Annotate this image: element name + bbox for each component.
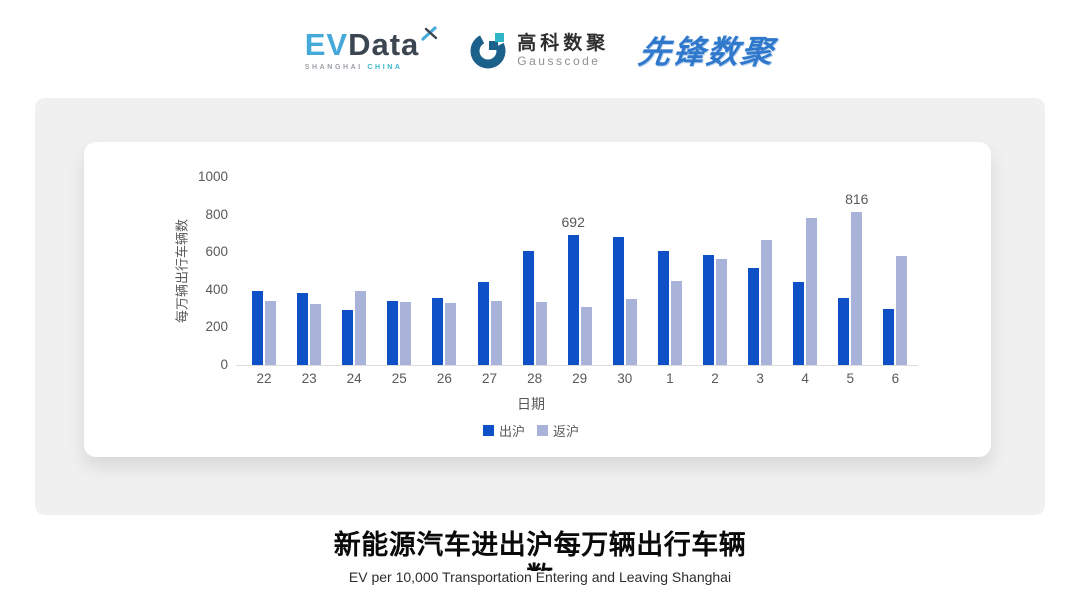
legend-swatch-icon bbox=[537, 425, 548, 436]
gausscode-name-en: Gausscode bbox=[517, 53, 601, 68]
bar-返沪-24 bbox=[355, 290, 367, 365]
chart-panel: 每万辆出行车辆数 0 200 400 600 800 1000 22 23 24 25 26 27 28 2… bbox=[35, 98, 1045, 515]
evdata-ev-text: EV bbox=[304, 27, 349, 62]
x-axis-tick-label: 24 bbox=[346, 371, 362, 386]
evdata-sparkle-icon bbox=[421, 26, 438, 41]
x-axis-tick-label: 26 bbox=[436, 371, 452, 386]
gausscode-name-cn: 高科数聚 bbox=[517, 32, 610, 54]
y-axis-tick-label: 0 bbox=[220, 357, 228, 372]
legend-item-出沪: 出沪 bbox=[482, 421, 525, 440]
bar-出沪-24 bbox=[342, 309, 354, 365]
bar-出沪-26 bbox=[432, 297, 444, 365]
bar-出沪-23 bbox=[297, 293, 309, 365]
legend-label: 出沪 bbox=[498, 424, 525, 439]
chart-card: 每万辆出行车辆数 0 200 400 600 800 1000 22 23 24 25 26 27 28 2… bbox=[84, 142, 991, 457]
bar-返沪-5 bbox=[851, 211, 863, 365]
x-axis-tick-label: 29 bbox=[572, 371, 588, 386]
bar-返沪-26 bbox=[445, 303, 457, 365]
x-axis-tick-label: 2 bbox=[711, 371, 719, 386]
y-axis-title: 每万辆出行车辆数 bbox=[174, 218, 190, 324]
header-logo-row: EV Data SHANGHAI CHINA 高科数聚 Gausscode 先锋数… bbox=[0, 0, 1080, 80]
chart-legend: 出沪 返沪 bbox=[482, 421, 579, 440]
bar-返沪-27 bbox=[490, 300, 502, 365]
bar-返沪-30 bbox=[625, 299, 637, 365]
y-axis-tick-label: 800 bbox=[205, 206, 228, 222]
bar-value-label: 816 bbox=[845, 190, 869, 207]
x-axis-tick-label: 28 bbox=[527, 371, 543, 386]
gausscode-logo: 高科数聚 Gausscode bbox=[469, 30, 609, 70]
bar-出沪-25 bbox=[387, 300, 399, 365]
bar-出沪-30 bbox=[612, 236, 624, 365]
bar-返沪-25 bbox=[400, 302, 412, 365]
bar-返沪-29 bbox=[580, 307, 592, 365]
bar-出沪-22 bbox=[252, 291, 263, 365]
bar-返沪-23 bbox=[310, 304, 322, 365]
bar-返沪-1 bbox=[670, 280, 682, 365]
bar-value-label: 692 bbox=[561, 213, 585, 230]
y-axis-tick-label: 200 bbox=[205, 319, 228, 335]
bar-返沪-3 bbox=[761, 239, 773, 365]
bar-出沪-29 bbox=[567, 234, 579, 365]
legend-swatch-icon bbox=[482, 425, 494, 436]
x-axis-tick-label: 4 bbox=[801, 371, 809, 386]
x-axis-tick-label: 3 bbox=[756, 371, 764, 386]
bar-出沪-28 bbox=[522, 251, 534, 365]
y-axis-tick-label: 600 bbox=[205, 244, 228, 260]
bar-返沪-28 bbox=[535, 302, 547, 365]
x-axis-tick-label: 22 bbox=[256, 371, 272, 386]
page-subtitle: EV per 10,000 Transportation Entering an… bbox=[348, 569, 732, 585]
x-axis-tick-label: 25 bbox=[391, 371, 407, 386]
x-axis-line bbox=[236, 365, 918, 366]
x-axis-tick-label: 5 bbox=[846, 371, 855, 386]
x-axis-title: 日期 bbox=[517, 396, 545, 412]
x-axis-tick-label: 23 bbox=[301, 371, 317, 386]
bar-出沪-4 bbox=[793, 282, 805, 365]
bar-chart: 每万辆出行车辆数 0 200 400 600 800 1000 22 23 24 25 26 27 28 2… bbox=[84, 142, 991, 457]
evdata-tagline-china: CHINA bbox=[367, 64, 403, 71]
bar-返沪-6 bbox=[896, 255, 908, 365]
bar-返沪-4 bbox=[806, 217, 818, 365]
y-axis-tick-label: 1000 bbox=[197, 169, 228, 184]
gausscode-g-icon bbox=[470, 33, 506, 69]
y-axis-tick-label: 400 bbox=[205, 281, 228, 297]
x-axis-tick-label: 6 bbox=[891, 371, 900, 386]
x-axis-tick-label: 30 bbox=[617, 371, 633, 386]
bar-出沪-3 bbox=[748, 268, 760, 365]
bar-出沪-6 bbox=[883, 309, 895, 365]
evdata-tagline-shanghai: SHANGHAI bbox=[304, 64, 363, 71]
evdata-logo: EV Data SHANGHAI CHINA bbox=[304, 26, 440, 71]
xianfeng-logo: 先锋数聚 bbox=[636, 34, 778, 70]
bar-出沪-1 bbox=[657, 250, 669, 365]
bar-出沪-5 bbox=[838, 298, 850, 365]
gausscode-text: 高科数聚 Gausscode bbox=[517, 33, 609, 68]
bar-返沪-2 bbox=[716, 258, 727, 365]
x-axis-tick-label: 27 bbox=[481, 371, 498, 386]
evdata-data-text: Data bbox=[348, 27, 420, 62]
bar-返沪-22 bbox=[265, 300, 276, 365]
evdata-wordmark: EV Data bbox=[304, 26, 440, 62]
bar-出沪-27 bbox=[477, 281, 489, 365]
legend-label: 返沪 bbox=[553, 424, 580, 439]
bar-出沪-2 bbox=[703, 255, 714, 365]
x-axis-tick-label: 1 bbox=[666, 371, 674, 386]
legend-item-返沪: 返沪 bbox=[537, 421, 579, 440]
evdata-tagline: SHANGHAI CHINA bbox=[305, 64, 403, 71]
page-title: 新能源汽车进出沪每万辆出行车辆数 bbox=[333, 530, 747, 571]
